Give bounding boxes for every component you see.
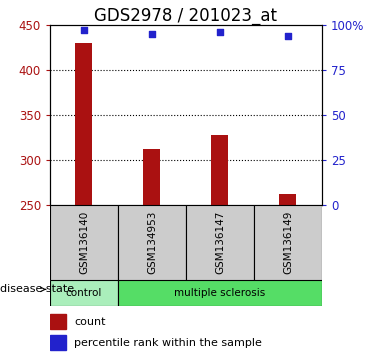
Bar [144,149,161,205]
Bar [50,205,118,280]
Bar [211,135,228,205]
Bar [50,335,66,350]
Bar [254,205,322,280]
Bar [50,314,66,329]
Point [285,33,291,39]
Bar [50,280,118,306]
Bar [118,280,322,306]
Text: percentile rank within the sample: percentile rank within the sample [74,338,262,348]
Text: control: control [66,288,102,298]
Point [149,31,155,37]
Text: GSM134953: GSM134953 [147,211,157,274]
Point [81,27,87,33]
Bar [186,205,254,280]
Text: count: count [74,316,106,327]
Text: GSM136147: GSM136147 [215,211,225,274]
Bar [279,194,296,205]
Bar [118,205,186,280]
Text: GSM136149: GSM136149 [283,211,293,274]
Text: multiple sclerosis: multiple sclerosis [174,288,266,298]
Text: disease state: disease state [0,284,74,295]
Bar [75,43,92,205]
Title: GDS2978 / 201023_at: GDS2978 / 201023_at [94,7,278,25]
Point [217,29,223,35]
Text: GSM136140: GSM136140 [79,211,89,274]
